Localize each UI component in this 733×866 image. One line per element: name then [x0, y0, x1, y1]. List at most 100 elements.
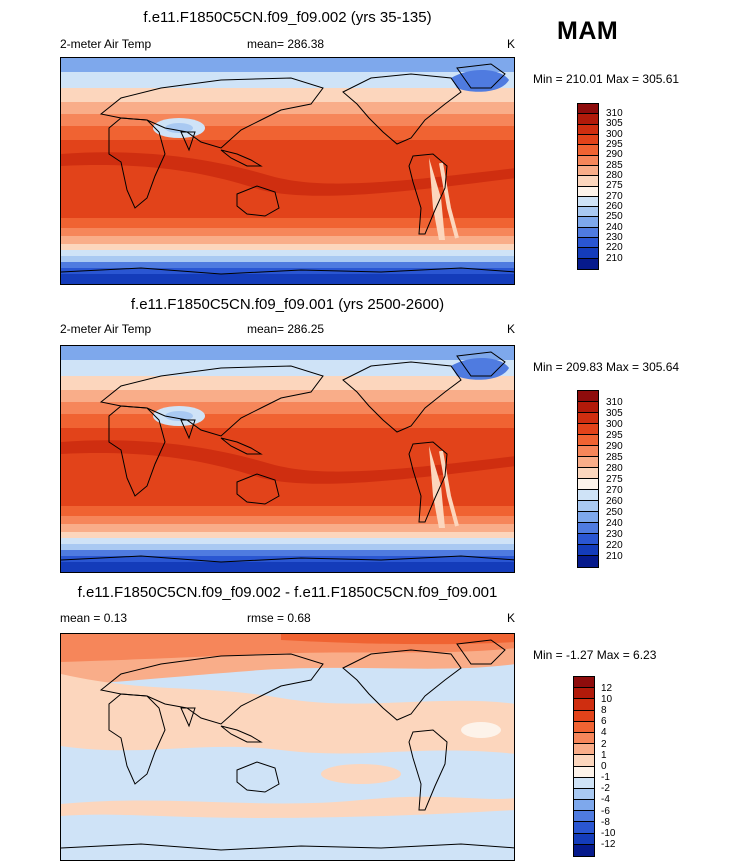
coastline	[220, 725, 263, 743]
colorbar-swatch	[574, 710, 594, 722]
colorbar-tick-label: 10	[601, 693, 613, 705]
colorbar-tick-label: -2	[601, 783, 610, 795]
season-label: MAM	[557, 17, 619, 45]
colorbar-swatch	[578, 124, 598, 135]
colorbar-tick-label: 1	[601, 749, 607, 761]
coastline	[456, 351, 506, 377]
panel-1-colorbar	[577, 103, 599, 270]
coastline	[99, 77, 324, 149]
colorbar-swatch	[578, 186, 598, 197]
colorbar-tick-label: -8	[601, 816, 610, 828]
colorbar-swatch	[578, 248, 598, 259]
colorbar-tick-label: 270	[606, 484, 623, 496]
panel-3-units-label: K	[507, 611, 516, 625]
colorbar-swatch	[578, 258, 598, 269]
coastline	[99, 653, 324, 725]
colorbar-swatch	[578, 435, 598, 446]
panel-3-min-max: Min = -1.27 Max = 6.23	[533, 648, 657, 662]
colorbar-swatch	[578, 217, 598, 228]
coastline	[342, 649, 462, 721]
colorbar-swatch	[574, 788, 594, 801]
colorbar-tick-label: 250	[606, 506, 623, 518]
panel-1-map	[60, 57, 515, 285]
panel-3-title: f.e11.F1850C5CN.f09_f09.002 - f.e11.F185…	[77, 584, 498, 601]
panel-2-units-label: K	[507, 322, 516, 336]
colorbar-swatch	[578, 114, 598, 125]
colorbar-tick-label: 12	[601, 682, 613, 694]
colorbar-tick-label: 2	[601, 738, 607, 750]
colorbar-swatch	[578, 501, 598, 512]
colorbar-tick-label: 305	[606, 407, 623, 419]
coastline	[220, 149, 263, 167]
coastline	[408, 153, 448, 235]
panel-1-variable-label: 2-meter Air Temp	[60, 37, 152, 51]
coastline	[236, 761, 280, 793]
coastline	[61, 555, 514, 563]
panel-3-map	[60, 633, 515, 861]
colorbar-tick-label: 220	[606, 539, 623, 551]
colorbar-swatch	[578, 134, 598, 146]
colorbar-swatch	[578, 556, 598, 567]
colorbar-swatch	[574, 766, 594, 778]
coastline	[180, 707, 196, 728]
colorbar-swatch	[578, 534, 598, 545]
colorbar-tick-label: -6	[601, 805, 610, 817]
colorbar-tick-label: 310	[606, 396, 623, 408]
colorbar-swatch	[578, 424, 598, 435]
colorbar-swatch	[578, 155, 598, 166]
coastline	[220, 437, 263, 455]
panel-2-min-max: Min = 209.83 Max = 305.64	[533, 360, 680, 374]
colorbar-tick-label: -12	[601, 839, 616, 851]
coastline	[61, 843, 514, 851]
colorbar-tick-label: 240	[606, 221, 623, 233]
panel-3-colorbar-labels: 12 10 8 6 4 2 1 0 -1 -2 -4 -6 -8 -10 -12	[601, 683, 615, 851]
colorbar-tick-label: 275	[606, 180, 623, 192]
panel-2-variable-label: 2-meter Air Temp	[60, 322, 152, 336]
coastline-outlines	[61, 639, 514, 851]
colorbar-tick-label: 305	[606, 118, 623, 130]
colorbar-swatch	[574, 755, 594, 767]
colorbar-swatch	[578, 104, 598, 115]
colorbar-swatch	[574, 699, 594, 711]
colorbar-tick-label: 275	[606, 473, 623, 485]
colorbar-swatch	[574, 732, 594, 745]
colorbar-tick-label: -1	[601, 772, 610, 784]
colorbar-swatch	[574, 721, 594, 733]
panel-1-temperature-field	[61, 58, 514, 284]
colorbar-tick-label: 285	[606, 451, 623, 463]
panel-2-map	[60, 345, 515, 573]
colorbar-swatch	[574, 822, 594, 834]
colorbar-swatch	[578, 165, 598, 177]
colorbar-tick-label: 295	[606, 139, 623, 151]
colorbar-swatch	[574, 844, 594, 856]
colorbar-tick-label: 4	[601, 727, 607, 739]
colorbar-swatch	[578, 479, 598, 490]
colorbar-tick-label: 290	[606, 440, 623, 452]
colorbar-tick-label: 300	[606, 418, 623, 430]
colorbar-tick-label: 220	[606, 242, 623, 254]
colorbar-swatch	[578, 413, 598, 424]
colorbar-tick-label: 6	[601, 716, 607, 728]
colorbar-swatch	[578, 196, 598, 208]
colorbar-tick-label: 250	[606, 211, 623, 223]
colorbar-swatch	[578, 391, 598, 402]
colorbar-swatch	[578, 545, 598, 556]
coastline	[456, 63, 506, 89]
coastline-outlines	[61, 63, 514, 275]
colorbar-tick-label: 240	[606, 517, 623, 529]
panel-1-units-label: K	[507, 37, 516, 51]
coastline	[180, 419, 196, 440]
colorbar-swatch	[578, 468, 598, 479]
colorbar-tick-label: 270	[606, 190, 623, 202]
colorbar-tick-label: -10	[601, 828, 616, 840]
coastline	[456, 639, 506, 665]
colorbar-swatch	[578, 523, 598, 534]
panel-2-mean-label: mean= 286.25	[247, 322, 325, 336]
colorbar-swatch	[574, 677, 594, 689]
coastline-outlines	[61, 351, 514, 563]
colorbar-tick-label: 285	[606, 159, 623, 171]
colorbar-tick-label: 290	[606, 149, 623, 161]
colorbar-swatch	[574, 800, 594, 812]
colorbar-tick-label: 260	[606, 495, 623, 507]
panel-3-rmse-label: rmse = 0.68	[247, 611, 311, 625]
